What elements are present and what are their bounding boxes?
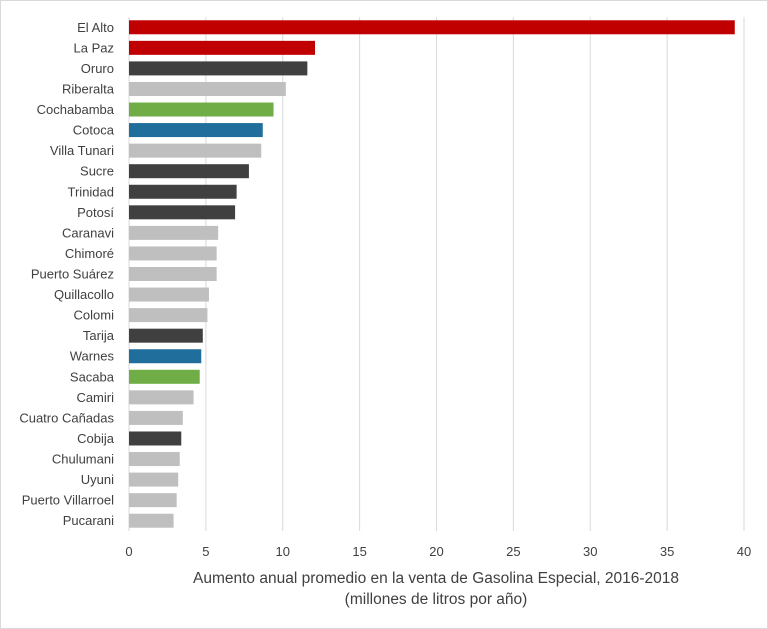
x-tick-label: 0 — [125, 544, 132, 559]
category-label: Camiri — [76, 390, 114, 405]
x-tick-label: 15 — [352, 544, 366, 559]
bar — [129, 143, 262, 158]
category-label: Uyuni — [81, 472, 114, 487]
category-label: Oruro — [81, 61, 114, 76]
x-tick-label: 30 — [583, 544, 597, 559]
bar — [129, 410, 183, 425]
category-label: Cobija — [77, 431, 115, 446]
category-label: Chulumani — [52, 452, 114, 467]
bar — [129, 308, 208, 323]
category-label: El Alto — [77, 20, 114, 35]
bars — [129, 20, 735, 528]
x-tick-label: 5 — [202, 544, 209, 559]
category-label: Cochabamba — [37, 102, 115, 117]
bar — [129, 513, 174, 528]
category-label: Warnes — [70, 349, 115, 364]
bar — [129, 123, 263, 138]
bar — [129, 61, 308, 76]
category-label: Chimoré — [65, 246, 114, 261]
x-axis-title-units: (millones de litros por año) — [345, 591, 528, 608]
x-tick-label: 20 — [429, 544, 443, 559]
bar — [129, 369, 200, 384]
category-label: Puerto Suárez — [31, 267, 114, 282]
category-label: Villa Tunari — [50, 143, 114, 158]
x-tick-labels: 0 5 10 15 20 25 30 35 40 — [125, 544, 751, 559]
x-tick-label: 25 — [506, 544, 520, 559]
bar — [129, 287, 209, 302]
bar — [129, 205, 236, 220]
x-tick-label: 35 — [660, 544, 674, 559]
bar — [129, 390, 194, 405]
category-label: Puerto Villarroel — [22, 493, 114, 508]
bar — [129, 267, 217, 281]
category-label: Quillacollo — [54, 287, 114, 302]
category-label: Cuatro Cañadas — [19, 410, 114, 425]
bar — [129, 472, 179, 487]
category-label: Trinidad — [68, 184, 114, 199]
bar — [129, 184, 237, 199]
bar — [129, 493, 177, 508]
bar — [129, 40, 316, 55]
x-tick-label: 40 — [737, 544, 751, 559]
bar — [129, 246, 217, 261]
bar — [129, 349, 202, 364]
category-label: Tarija — [83, 328, 115, 343]
category-label: Sucre — [80, 164, 114, 179]
category-label: Pucarani — [63, 513, 114, 528]
bar — [129, 452, 180, 467]
category-label: La Paz — [74, 40, 114, 55]
bar — [129, 328, 203, 343]
x-axis-title: Aumento anual promedio en la venta de Ga… — [193, 570, 679, 587]
x-tick-label: 10 — [276, 544, 290, 559]
category-label: Sacaba — [70, 369, 115, 384]
bar — [129, 81, 286, 96]
bar — [129, 225, 219, 240]
category-label: Colomi — [74, 308, 115, 323]
category-label: Caranavi — [62, 225, 114, 240]
bar — [129, 20, 735, 35]
category-labels: El Alto La Paz Oruro Riberalta Cochabamba Cot… — [19, 20, 114, 528]
category-label: Cotoca — [73, 123, 115, 138]
category-label: Potosí — [77, 205, 114, 220]
bar — [129, 164, 249, 179]
bar — [129, 102, 274, 117]
bar — [129, 431, 182, 446]
category-label: Riberalta — [62, 81, 115, 96]
